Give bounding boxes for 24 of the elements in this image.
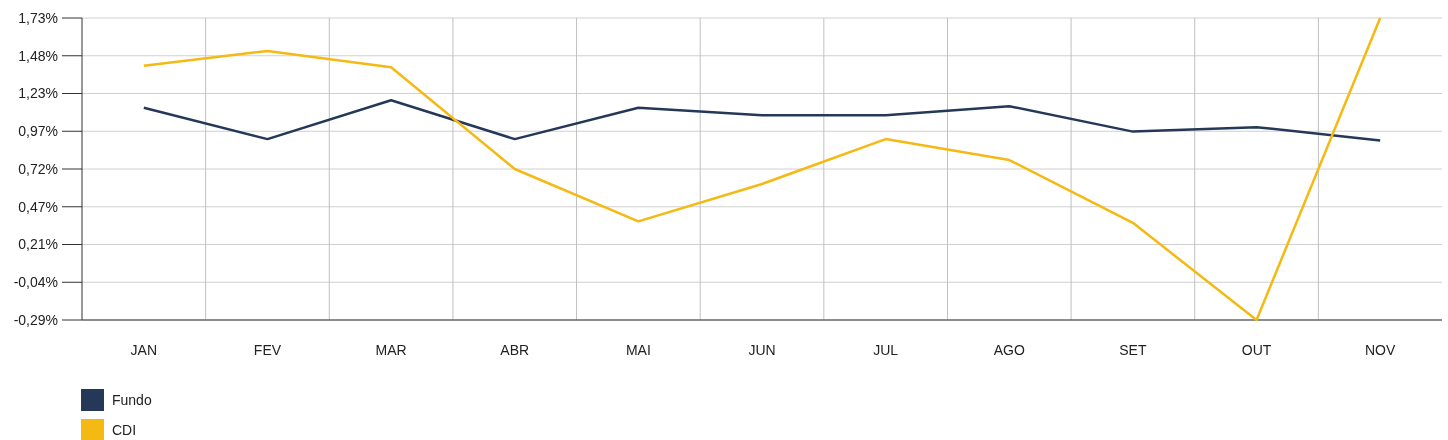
x-tick-label: JUL	[873, 342, 899, 358]
line-series	[142, 98, 1382, 142]
y-tick-label: -0,04%	[13, 274, 58, 291]
y-tick-label: -0,29%	[13, 311, 58, 328]
x-tick-label: OUT	[1241, 342, 1272, 358]
y-tick-label: 0,72%	[18, 160, 58, 177]
x-tick-label: FEV	[253, 342, 282, 358]
x-tick-label: NOV	[1365, 342, 1397, 358]
x-tick-label: JAN	[130, 342, 158, 358]
x-tick-label: ABR	[500, 342, 530, 358]
y-tick-label: 0,97%	[18, 123, 58, 140]
y-tick-label: 1,23%	[18, 85, 58, 102]
line-series	[142, 16, 1382, 322]
x-tick-label: MAI	[625, 342, 651, 358]
y-tick-label: 0,21%	[18, 236, 58, 253]
y-tick-label: 1,73%	[18, 9, 58, 26]
x-tick-label: AGO	[993, 342, 1025, 358]
x-tick-label: MAR	[375, 342, 407, 358]
y-tick-label: 0,47%	[18, 198, 58, 215]
legend-label: CDI	[112, 421, 137, 438]
x-tick-label: SET	[1119, 342, 1147, 358]
x-tick-label: JUN	[748, 342, 776, 358]
y-tick-label: 1,48%	[18, 47, 58, 64]
legend-label: Fundo	[112, 391, 152, 408]
